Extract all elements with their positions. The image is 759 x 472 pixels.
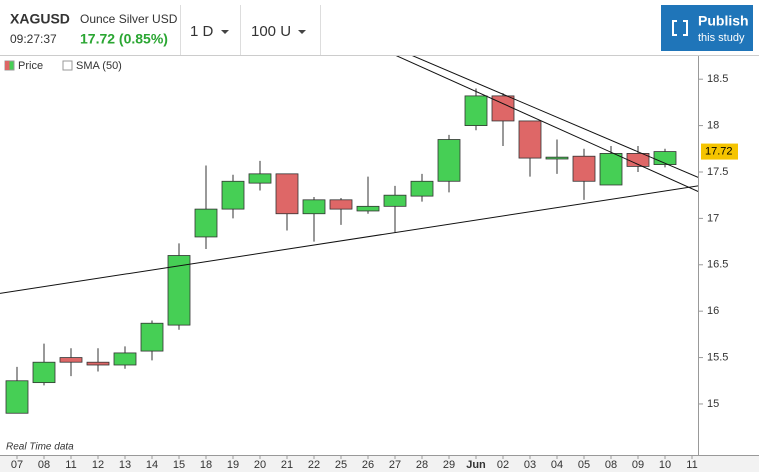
symbol: XAGUSD <box>10 11 70 27</box>
x-tick-label: 27 <box>389 459 401 471</box>
x-tick-label: 02 <box>497 459 509 471</box>
x-tick-label: 19 <box>227 459 239 471</box>
x-tick-label: 18 <box>200 459 212 471</box>
x-tick-label: 07 <box>11 459 23 471</box>
x-tick-label: 11 <box>686 459 697 471</box>
x-tick-label: 29 <box>443 459 455 471</box>
x-tick-label: 20 <box>254 459 266 471</box>
y-tick-label: 17 <box>707 212 719 224</box>
last-price-box <box>701 143 738 160</box>
x-tick-label: 09 <box>632 459 644 471</box>
x-tick-label: 12 <box>92 459 104 471</box>
y-tick-label: 16 <box>707 305 719 317</box>
trendline <box>412 56 698 178</box>
y-tick-label: 18.5 <box>707 73 728 85</box>
publish-button[interactable]: Publish this study <box>661 5 753 51</box>
candle-body <box>437 139 461 182</box>
candle-body <box>383 194 407 207</box>
units[interactable]: 100 U <box>251 23 291 40</box>
candle-body <box>653 151 677 165</box>
x-tick-label: 08 <box>38 459 50 471</box>
x-tick-label: 04 <box>551 459 563 471</box>
x-tick-label: 08 <box>605 459 617 471</box>
candle-body <box>599 153 623 186</box>
candle-body <box>194 208 218 238</box>
units-dropdown[interactable]: 100 U <box>251 23 306 40</box>
trendline <box>395 56 698 192</box>
footnote: Real Time data <box>6 442 74 453</box>
legend-label: SMA (50) <box>76 60 122 72</box>
x-tick-label: 15 <box>173 459 185 471</box>
candle-body <box>518 120 542 159</box>
publish-icon <box>672 20 688 36</box>
candle-body <box>356 205 380 212</box>
legend-label: Price <box>18 60 43 72</box>
y-tick-label: 15 <box>707 398 719 410</box>
candle-body <box>167 255 191 326</box>
candle-body <box>140 322 164 352</box>
x-axis-band <box>0 455 759 472</box>
candle-body <box>572 155 596 182</box>
y-tick-label: 16.5 <box>707 259 728 271</box>
x-tick-label: 10 <box>659 459 671 471</box>
x-tick-label: 05 <box>578 459 590 471</box>
candle-body <box>410 180 434 197</box>
last-price-label: 17.72 <box>705 145 733 157</box>
x-tick-label: 03 <box>524 459 536 471</box>
plot <box>0 56 698 414</box>
candle-body <box>5 380 29 414</box>
x-tick-label: 22 <box>308 459 320 471</box>
candle-body <box>302 199 326 215</box>
x-tick-label: 13 <box>119 459 131 471</box>
publish-sublabel[interactable]: this study <box>698 32 745 44</box>
candle-body <box>545 156 569 160</box>
candle-body <box>59 357 83 363</box>
x-tick-label: 28 <box>416 459 428 471</box>
legend-swatch <box>62 60 73 71</box>
candle-body <box>329 199 353 210</box>
legend-swatch-half <box>5 61 10 70</box>
dropdown-arrow <box>221 30 229 34</box>
x-tick-label: 14 <box>146 459 158 471</box>
trendline <box>0 185 698 294</box>
candle-body <box>248 173 272 184</box>
y-tick-label: 17.5 <box>707 166 728 178</box>
publish-label[interactable]: Publish <box>698 13 749 29</box>
interval[interactable]: 1 D <box>190 23 214 40</box>
candle-body <box>86 361 110 366</box>
x-tick-label: 21 <box>281 459 293 471</box>
candle-body <box>221 180 245 210</box>
publish-bg[interactable] <box>661 5 753 51</box>
y-tick-label: 18 <box>707 119 719 131</box>
candle-body <box>464 95 488 126</box>
quote: 17.72 (0.85%) <box>80 31 168 47</box>
x-tick-label: 25 <box>335 459 347 471</box>
candle-body <box>113 352 137 366</box>
instrument-name: Ounce Silver USD <box>80 12 178 26</box>
y-tick-label: 15.5 <box>707 351 728 363</box>
candle-body <box>275 173 299 215</box>
x-tick-label: 11 <box>65 459 76 471</box>
candle-body <box>32 361 56 384</box>
x-tick-label: Jun <box>466 459 486 471</box>
interval-dropdown[interactable]: 1 D <box>190 23 229 40</box>
x-tick-label: 26 <box>362 459 374 471</box>
dropdown-arrow <box>298 30 306 34</box>
quote-time: 09:27:37 <box>10 32 57 46</box>
